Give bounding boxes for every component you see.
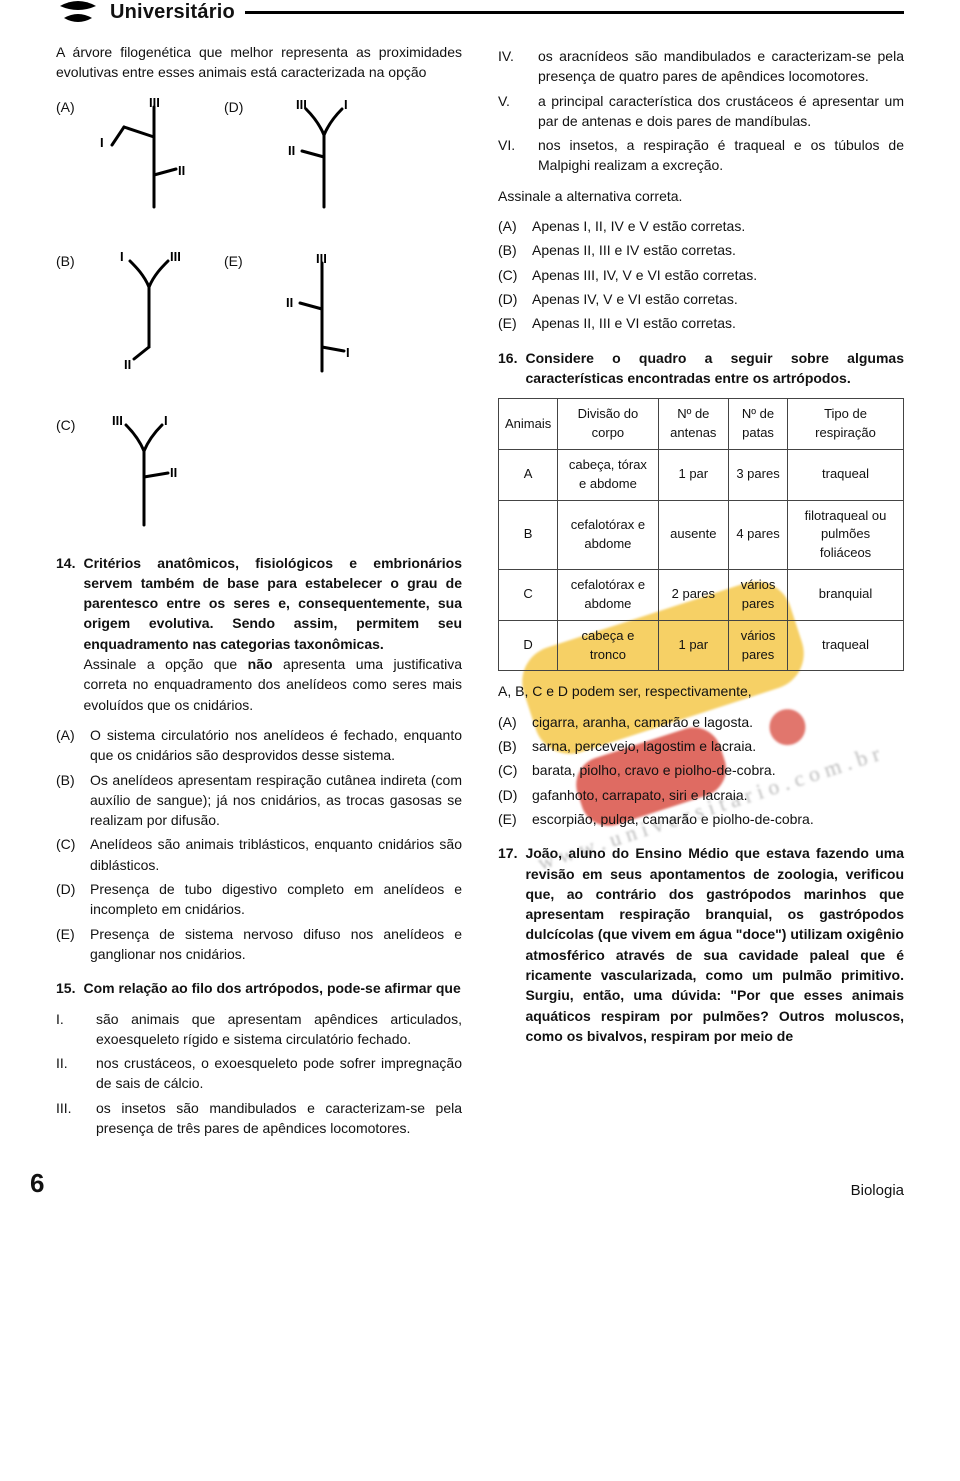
q15-alt-d: Apenas IV, V e VI estão corretas. <box>532 289 738 309</box>
left-column: A árvore filogenética que melhor represe… <box>56 42 462 1138</box>
table-header: Nº de patas <box>729 399 788 450</box>
svg-text:III: III <box>112 415 123 428</box>
q16-d: gafanhoto, carrapato, siri e lacraia. <box>532 785 748 805</box>
q14-e: Presença de sistema nervoso difuso nos a… <box>90 924 462 965</box>
table-row: Ccefalotórax e abdome2 paresvários pares… <box>499 570 904 621</box>
q15-alt-a: Apenas I, II, IV e V estão corretas. <box>532 216 745 236</box>
logo-brush-icon <box>56 0 100 24</box>
question-17: 17. João, aluno do Ensino Médio que esta… <box>498 843 904 1046</box>
q15-iv: os aracnídeos são mandibulados e caracte… <box>538 46 904 87</box>
columns: A árvore filogenética que melhor represe… <box>56 42 904 1138</box>
tree-b: I III II <box>94 251 224 371</box>
question-14: 14. Critérios anatômicos, fisiológicos e… <box>56 553 462 965</box>
q15-ii: nos crustáceos, o exoesqueleto pode sofr… <box>96 1053 462 1094</box>
subject-label: Biologia <box>851 1182 904 1199</box>
svg-text:II: II <box>288 143 295 158</box>
q15-v: a principal característica dos crustáceo… <box>538 91 904 132</box>
svg-text:II: II <box>178 163 185 178</box>
q16-line: A, B, C e D podem ser, respectivamente, <box>498 681 904 701</box>
q16-b: sarna, percevejo, lagostim e lacraia. <box>532 736 756 756</box>
tree-c: III I II <box>94 415 224 535</box>
page-number: 6 <box>30 1168 44 1199</box>
q14-stem2: Assinale a opção que não apresenta uma j… <box>83 656 462 713</box>
q15-num: 15. <box>56 978 75 998</box>
q16-options: (A)cigarra, aranha, camarão e lagosta. (… <box>498 712 904 829</box>
q15-roman: I.são animais que apresentam apêndices a… <box>56 1009 462 1139</box>
right-column: IV.os aracnídeos são mandibulados e cara… <box>498 42 904 1138</box>
table-row: Acabeça, tórax e abdome1 par3 parestraqu… <box>499 449 904 500</box>
svg-text:I: I <box>164 415 168 428</box>
q14-num: 14. <box>56 553 75 715</box>
q14-b: Os anelídeos apresentam respiração cutân… <box>90 770 462 831</box>
question-15: 15. Com relação ao filo dos artrópodos, … <box>56 978 462 1138</box>
q16-num: 16. <box>498 348 517 389</box>
assinale: Assinale a alternativa correta. <box>498 186 904 206</box>
q15-i: são animais que apresentam apêndices art… <box>96 1009 462 1050</box>
q15-alt-b: Apenas II, III e IV estão corretas. <box>532 240 736 260</box>
table-header: Animais <box>499 399 558 450</box>
svg-text:I: I <box>344 97 348 112</box>
svg-text:II: II <box>170 465 177 480</box>
brand-name: Universitário <box>110 1 235 24</box>
svg-text:I: I <box>120 251 124 264</box>
q15-roman-cont: IV.os aracnídeos são mandibulados e cara… <box>498 46 904 176</box>
q17-stem: João, aluno do Ensino Médio que estava f… <box>525 843 904 1046</box>
svg-text:II: II <box>286 295 293 310</box>
opt-letter-d: (D) <box>224 97 262 117</box>
q14-a: O sistema circulatório nos anelídeos é f… <box>90 725 462 766</box>
q14-c: Anelídeos são animais triblásticos, enqu… <box>90 834 462 875</box>
q16-e: escorpião, pulga, camarão e piolho-de-co… <box>532 809 814 829</box>
q15-iii: os insetos são mandibulados e caracteriz… <box>96 1098 462 1139</box>
page-footer: 6 Biologia <box>56 1168 904 1199</box>
svg-text:II: II <box>124 357 131 371</box>
svg-text:III: III <box>149 97 160 110</box>
q16-stem: Considere o quadro a seguir sobre alguma… <box>525 348 904 389</box>
page: Universitário A árvore filogenética que … <box>0 0 960 1239</box>
q14-d: Presença de tubo digestivo completo em a… <box>90 879 462 920</box>
q15-alt-e: Apenas II, III e VI estão corretas. <box>532 313 736 333</box>
table-row: Bcefalotórax e abdomeausente4 paresfilot… <box>499 500 904 570</box>
tree-options: (A) III I II (D) <box>56 97 462 535</box>
q14-options: (A)O sistema circulatório nos anelídeos … <box>56 725 462 964</box>
arthropod-table: AnimaisDivisão do corpoNº de antenasNº d… <box>498 398 904 671</box>
opt-letter-c: (C) <box>56 415 94 435</box>
opt-letter-e: (E) <box>224 251 262 271</box>
q16-c: barata, piolho, cravo e piolho-de-cobra. <box>532 760 776 780</box>
table-header: Nº de antenas <box>658 399 728 450</box>
svg-text:III: III <box>316 251 327 266</box>
header-rule <box>245 11 904 14</box>
opt-letter-a: (A) <box>56 97 94 117</box>
svg-text:III: III <box>296 97 307 112</box>
svg-text:I: I <box>100 135 104 150</box>
tree-d: III I II <box>262 97 392 217</box>
tree-e: III II I <box>262 251 392 381</box>
q15-alt-c: Apenas III, IV, V e VI estão corretas. <box>532 265 757 285</box>
q14-stem: Critérios anatômicos, fisiológicos e emb… <box>83 555 462 652</box>
table-header: Tipo de respiração <box>788 399 904 450</box>
q17-num: 17. <box>498 843 517 1046</box>
svg-text:III: III <box>170 251 181 264</box>
tree-a: III I II <box>94 97 224 217</box>
q15-vi: nos insetos, a respiração é traqueal e o… <box>538 135 904 176</box>
q16-a: cigarra, aranha, camarão e lagosta. <box>532 712 753 732</box>
page-header: Universitário <box>56 0 904 24</box>
q13-intro: A árvore filogenética que melhor represe… <box>56 42 462 83</box>
q15-stem: Com relação ao filo dos artrópodos, pode… <box>83 978 462 998</box>
question-16: 16. Considere o quadro a seguir sobre al… <box>498 348 904 830</box>
table-header: Divisão do corpo <box>558 399 658 450</box>
q15-alts: (A)Apenas I, II, IV e V estão corretas. … <box>498 216 904 333</box>
opt-letter-b: (B) <box>56 251 94 271</box>
table-row: Dcabeça e tronco1 parvários parestraquea… <box>499 620 904 671</box>
svg-text:I: I <box>346 345 350 360</box>
